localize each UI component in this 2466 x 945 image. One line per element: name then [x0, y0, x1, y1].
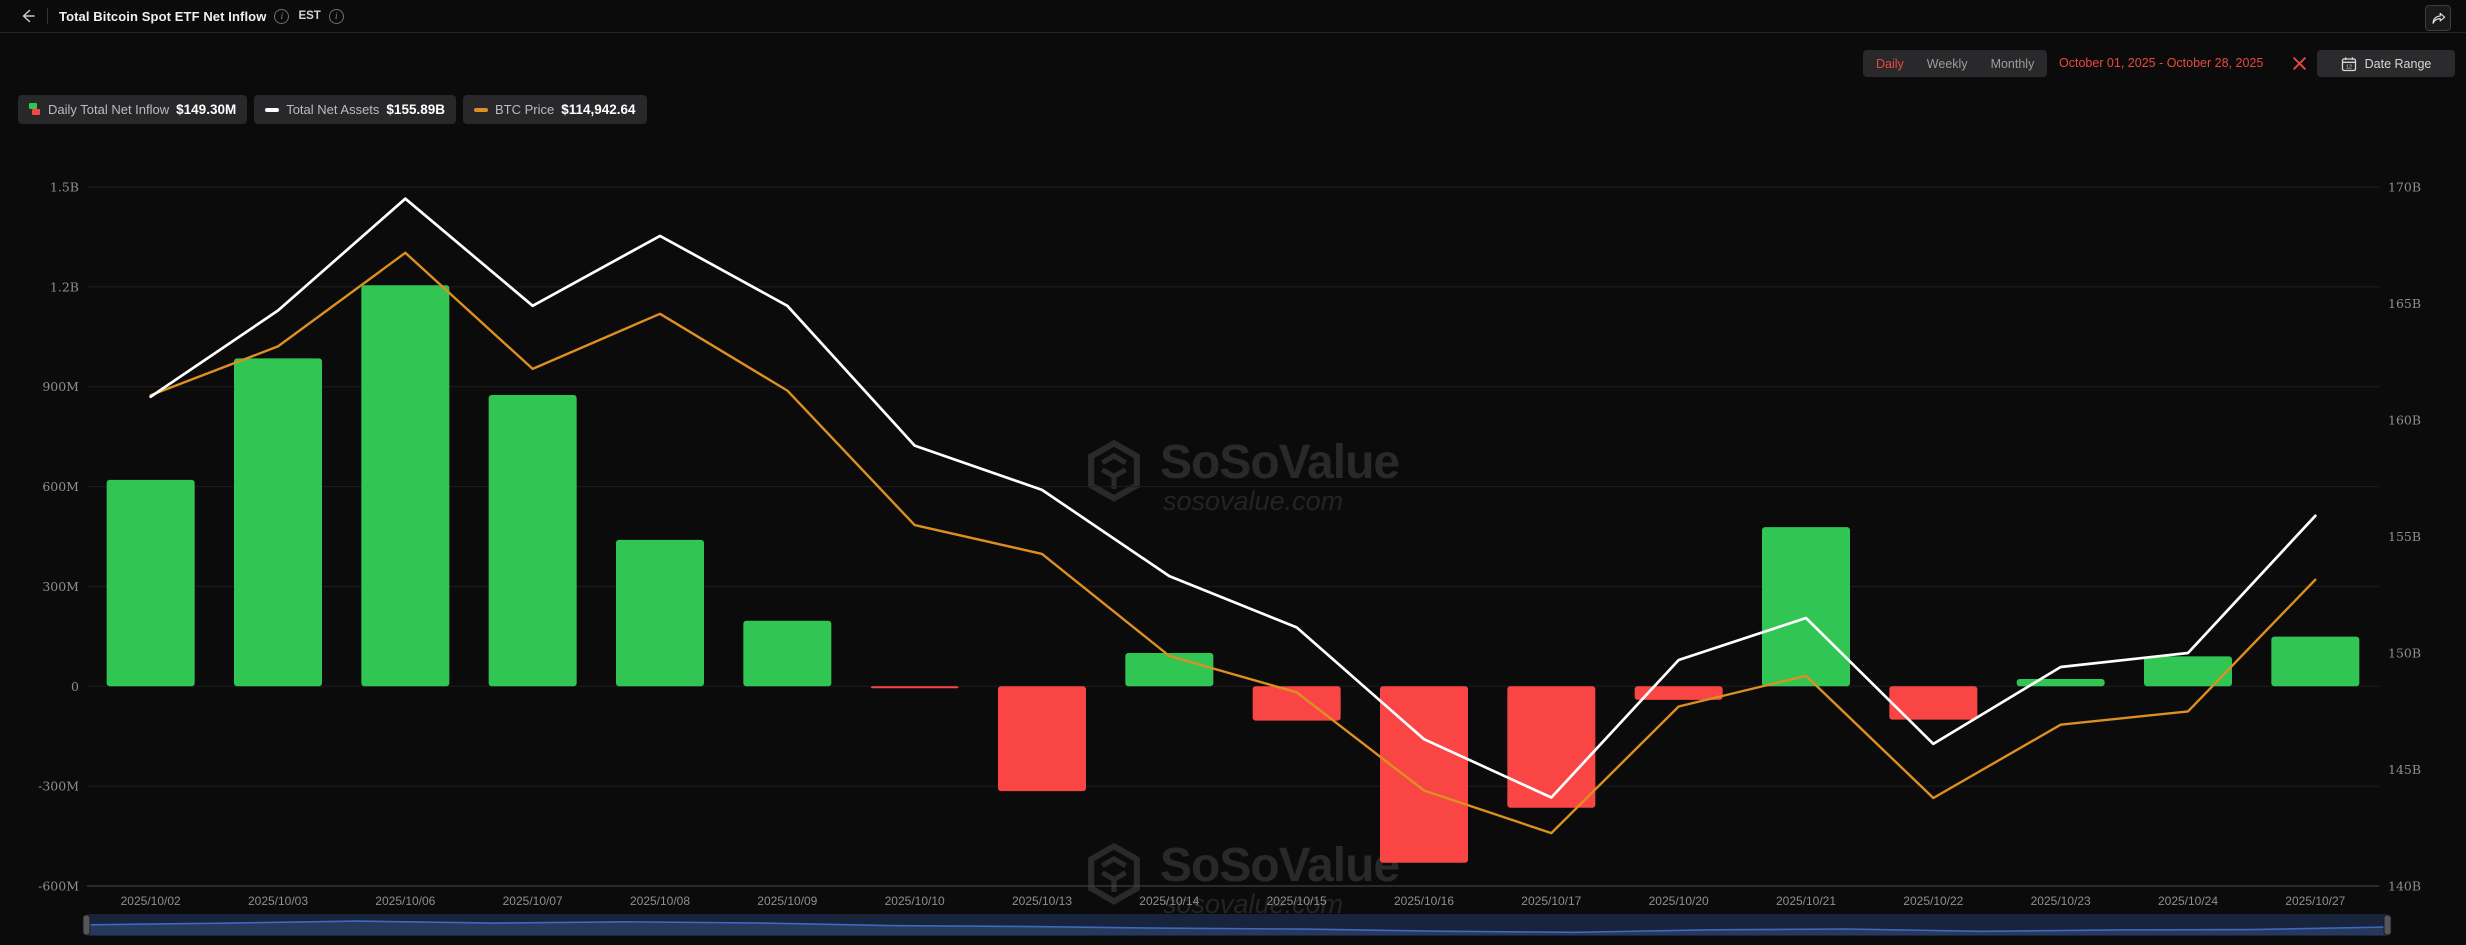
clear-date-range-button[interactable] — [2292, 56, 2307, 71]
right-axis-tick: 165B — [2388, 296, 2421, 311]
x-axis-label: 2025/10/22 — [1903, 894, 1963, 908]
x-axis-label: 2025/10/14 — [1139, 894, 1199, 908]
legend-item-net-assets[interactable]: Total Net Assets $155.89B — [254, 95, 456, 124]
legend-value: $149.30M — [176, 102, 237, 117]
x-axis-label: 2025/10/24 — [2158, 894, 2218, 908]
chart-legend: Daily Total Net Inflow $149.30M Total Ne… — [18, 95, 647, 124]
right-axis-tick: 155B — [2388, 529, 2421, 544]
left-axis-tick: 300M — [42, 579, 79, 594]
left-axis-tick: 0 — [71, 679, 79, 694]
btc-price-line — [149, 251, 2317, 835]
timezone-label: EST — [298, 10, 321, 22]
x-axis-label: 2025/10/13 — [1012, 894, 1072, 908]
x-axis-label: 2025/10/03 — [248, 894, 308, 908]
right-axis-tick: 140B — [2388, 879, 2421, 894]
bar-2025/10/16[interactable] — [1380, 686, 1468, 863]
right-axis-tick: 160B — [2388, 413, 2421, 428]
legend-label: Total Net Assets — [286, 102, 380, 117]
title-divider — [47, 8, 48, 24]
bar-2025/10/08[interactable] — [616, 539, 704, 687]
tab-weekly[interactable]: Weekly — [1926, 56, 1968, 71]
bar-2025/10/03[interactable] — [234, 358, 322, 687]
bar-2025/10/20[interactable] — [1634, 686, 1723, 700]
bar-2025/10/07[interactable] — [488, 395, 577, 687]
period-tab-group: Daily Weekly Monthly — [1863, 50, 2048, 77]
legend-label: BTC Price — [494, 102, 555, 117]
back-arrow-icon — [22, 9, 35, 23]
btc-price-swatch-icon — [473, 107, 488, 112]
x-axis-label: 2025/10/10 — [885, 894, 945, 908]
tab-monthly[interactable]: Monthly — [1990, 56, 2035, 71]
legend-label: Daily Total Net Inflow — [48, 102, 170, 117]
timezone-info-icon[interactable]: i — [328, 8, 344, 24]
scrollbar-right-handle[interactable] — [2383, 914, 2392, 936]
calendar-icon: 12 — [2341, 56, 2356, 71]
selected-date-range: October 01, 2025 - October 28, 2025 — [2059, 56, 2264, 70]
bar-2025/10/21[interactable] — [1762, 527, 1850, 687]
left-axis-tick: 900M — [42, 379, 79, 394]
x-axis-label: 2025/10/17 — [1521, 894, 1581, 908]
bar-2025/10/09[interactable] — [743, 620, 832, 687]
legend-item-btc-price[interactable]: BTC Price $114,942.64 — [462, 95, 647, 124]
x-axis-label: 2025/10/23 — [2031, 894, 2091, 908]
share-button[interactable] — [2425, 5, 2451, 31]
scrollbar-left-handle[interactable] — [82, 914, 91, 936]
page-title: Total Bitcoin Spot ETF Net Inflow — [59, 8, 267, 24]
back-button[interactable] — [14, 3, 40, 29]
svg-text:12: 12 — [2346, 64, 2352, 70]
bar-2025/10/02[interactable] — [106, 479, 195, 687]
legend-item-net-inflow[interactable]: Daily Total Net Inflow $149.30M — [18, 95, 248, 124]
bar-2025/10/17[interactable] — [1507, 686, 1596, 808]
close-icon — [2293, 57, 2306, 70]
legend-value: $155.89B — [386, 102, 445, 117]
bar-2025/10/06[interactable] — [361, 285, 450, 687]
x-axis-label: 2025/10/08 — [630, 894, 690, 908]
share-icon — [2431, 12, 2445, 24]
date-range-button[interactable]: 12 Date Range — [2317, 50, 2455, 77]
x-axis-label: 2025/10/15 — [1267, 894, 1327, 908]
bar-2025/10/24[interactable] — [2144, 656, 2232, 687]
bar-2025/10/13[interactable] — [998, 686, 1086, 792]
x-axis-label: 2025/10/16 — [1394, 894, 1454, 908]
date-range-button-label: Date Range — [2364, 56, 2432, 71]
title-info-icon[interactable]: i — [274, 8, 290, 24]
left-axis-tick: -300M — [38, 779, 79, 794]
x-axis-label: 2025/10/20 — [1649, 894, 1709, 908]
legend-value: $114,942.64 — [561, 102, 636, 117]
left-axis-tick: 1.5B — [50, 180, 79, 195]
x-axis-label: 2025/10/07 — [503, 894, 563, 908]
x-axis-label: 2025/10/21 — [1776, 894, 1836, 908]
net-assets-swatch-icon — [265, 107, 280, 112]
right-axis-tick: 145B — [2388, 762, 2421, 777]
bar-2025/10/27[interactable] — [2271, 636, 2360, 687]
top-bar: Total Bitcoin Spot ETF Net Inflow i EST … — [0, 0, 2466, 33]
bar-2025/10/15[interactable] — [1252, 686, 1341, 721]
left-axis-tick: 600M — [42, 479, 79, 494]
x-axis-label: 2025/10/27 — [2285, 894, 2345, 908]
x-axis-label: 2025/10/09 — [757, 894, 817, 908]
net-assets-line — [149, 197, 2317, 799]
right-axis-tick: 150B — [2388, 646, 2421, 661]
scrollbar-preview-area — [87, 921, 2387, 935]
bar-2025/10/14[interactable] — [1125, 653, 1214, 687]
tab-daily[interactable]: Daily — [1876, 56, 1904, 71]
net-inflow-swatch-icon — [29, 103, 41, 116]
x-axis-label: 2025/10/06 — [375, 894, 435, 908]
left-axis-tick: 1.2B — [50, 279, 79, 294]
left-axis-tick: -600M — [38, 879, 79, 894]
bar-2025/10/10[interactable] — [870, 686, 959, 689]
right-axis-tick: 170B — [2388, 180, 2421, 195]
bar-2025/10/22[interactable] — [1889, 686, 1978, 720]
x-axis-label: 2025/10/02 — [121, 894, 181, 908]
scrollbar-preview-line — [86, 920, 2388, 934]
